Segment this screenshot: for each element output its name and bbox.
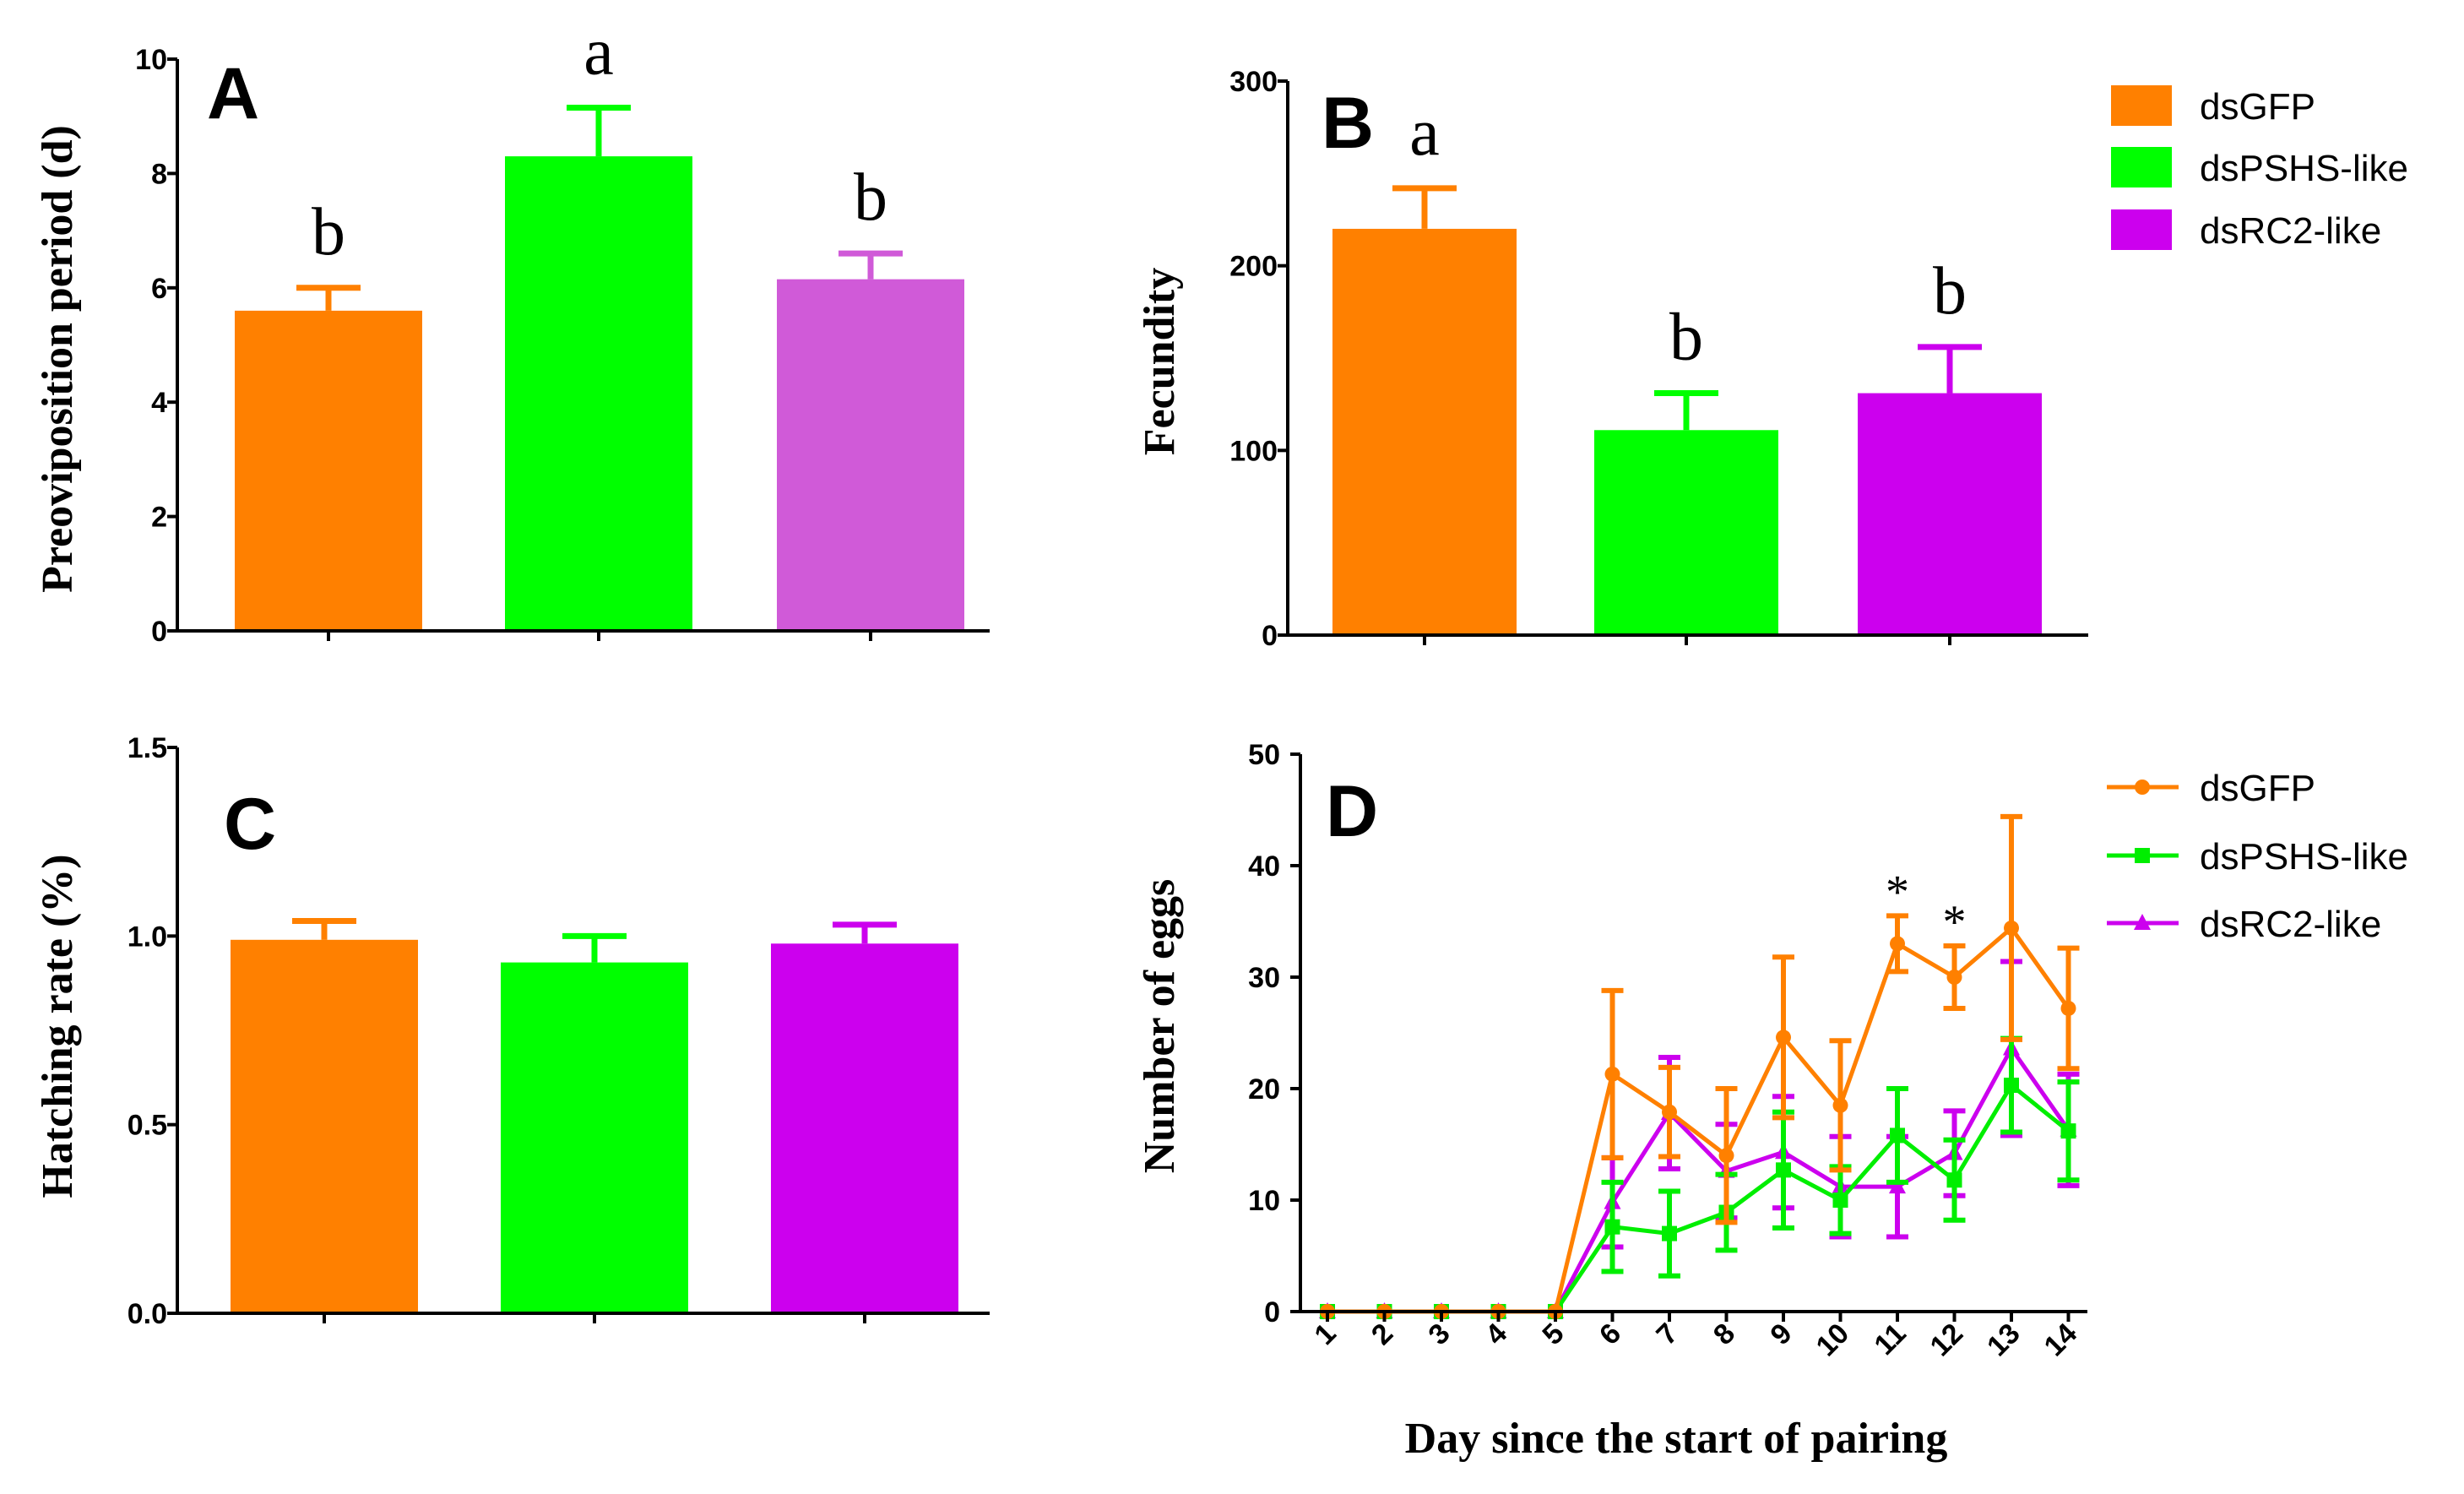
x-tick-label: 8 <box>1707 1317 1741 1351</box>
x-tick-label: 2 <box>1365 1317 1399 1351</box>
x-tick-label: 12 <box>1924 1317 1970 1363</box>
bar-dspshs-like <box>1594 430 1778 635</box>
significance-letter: b <box>854 160 887 235</box>
legend-label: dsGFP <box>2200 86 2315 128</box>
y-tick-label: 30 <box>1248 962 1280 994</box>
legend-label: dsPSHS-like <box>2200 836 2408 877</box>
x-tick-label: 1 <box>1308 1317 1342 1351</box>
point-dspshs-like <box>1890 1127 1905 1144</box>
y-tick-label: 100 <box>1229 435 1278 467</box>
panel-b-ylabel: Fecundity <box>1136 268 1184 455</box>
significance-letter: b <box>312 195 345 269</box>
panel-a-label: A <box>207 53 259 134</box>
legend-marker-dsrc2-like <box>2134 914 2151 930</box>
point-dspshs-like <box>1662 1225 1677 1241</box>
y-tick-label: 10 <box>135 44 167 76</box>
bar-dspshs-like <box>505 156 692 632</box>
point-dspshs-like <box>1946 1172 1962 1188</box>
bar-dsgfp <box>231 939 418 1313</box>
y-tick-label: 8 <box>151 158 167 190</box>
x-tick-label: 7 <box>1650 1317 1684 1351</box>
legend-label: dsRC2-like <box>2200 904 2381 945</box>
point-dsgfp <box>1776 1030 1791 1046</box>
legend-label: dsGFP <box>2200 768 2315 809</box>
panel-d-ylabel: Number of eggs <box>1136 879 1184 1174</box>
bar-dsrc2-like <box>777 279 964 631</box>
x-tick-label: 9 <box>1764 1317 1798 1351</box>
y-tick-label: 300 <box>1229 66 1278 98</box>
panel-b-label: B <box>1322 83 1374 164</box>
panel-a-ylabel: Preoviposition period (d) <box>34 125 82 593</box>
legend-swatch-dsgfp <box>2111 85 2172 126</box>
panel-c-ylabel: Hatching rate (%) <box>34 854 82 1198</box>
x-tick-label: 11 <box>1868 1317 1912 1361</box>
y-tick-label: 4 <box>151 387 167 419</box>
panel-d: D Number of eggs Day since the start of … <box>1136 739 2408 1463</box>
bar-dsrc2-like <box>1858 393 2042 635</box>
panel-d-label: D <box>1326 771 1378 852</box>
x-tick-label: 4 <box>1479 1317 1513 1351</box>
x-tick-label: 13 <box>1981 1317 2027 1363</box>
panel-a: A Preoviposition period (d) b a b 0 2 4 6 8 10 <box>34 15 990 648</box>
point-dspshs-like <box>1776 1162 1791 1178</box>
point-dsgfp <box>1832 1097 1848 1113</box>
x-tick-label: 6 <box>1593 1317 1627 1351</box>
significance-asterisk: * <box>1943 896 1967 948</box>
significance-letter: b <box>1933 254 1967 329</box>
point-dspshs-like <box>1832 1192 1848 1208</box>
y-tick-label: 0.0 <box>128 1298 167 1330</box>
legend-b: dsGFP dsPSHS-like dsRC2-like <box>2111 85 2408 252</box>
series-line-dsgfp <box>1327 925 2071 1314</box>
legend-marker-dspshs-like <box>2135 848 2150 863</box>
legend-d: dsGFP dsPSHS-like dsRC2-like <box>2107 768 2408 945</box>
y-tick-label: 0 <box>1262 620 1278 652</box>
x-tick-label: 3 <box>1422 1317 1456 1351</box>
significance-letter: a <box>583 15 614 90</box>
y-tick-label: 1.5 <box>128 732 167 764</box>
x-tick-label: 10 <box>1810 1317 1856 1363</box>
panel-d-xlabel: Day since the start of pairing <box>1405 1415 1948 1463</box>
y-tick-label: 6 <box>151 273 167 305</box>
y-tick-label: 1.0 <box>128 921 167 953</box>
y-tick-label: 0 <box>1264 1296 1280 1328</box>
y-tick-label: 2 <box>151 502 167 534</box>
point-dsgfp <box>1604 1066 1620 1082</box>
y-tick-label: 200 <box>1229 251 1278 283</box>
point-dspshs-like <box>1604 1219 1620 1235</box>
y-tick-label: 20 <box>1248 1073 1280 1106</box>
point-dspshs-like <box>2004 1078 2019 1094</box>
point-dsgfp <box>2060 1000 2076 1016</box>
legend-label: dsPSHS-like <box>2200 148 2408 189</box>
legend-marker-dsgfp <box>2135 780 2150 795</box>
y-tick-label: 10 <box>1248 1185 1280 1217</box>
point-dsgfp <box>1662 1104 1677 1120</box>
point-dsgfp <box>1946 970 1962 985</box>
significance-letter: b <box>1669 301 1703 375</box>
legend-label: dsRC2-like <box>2200 210 2381 252</box>
x-tick-label: 5 <box>1536 1317 1570 1351</box>
bar-dsrc2-like <box>771 943 958 1313</box>
point-dspshs-like <box>2060 1123 2076 1139</box>
bar-dsgfp <box>1332 228 1517 635</box>
y-tick-label: 0 <box>151 616 167 648</box>
series-line-dspshs-like <box>1327 1082 2071 1314</box>
bar-dsgfp <box>235 310 422 631</box>
point-dsgfp <box>2004 920 2019 936</box>
panel-c-label: C <box>224 784 276 865</box>
point-dsgfp <box>1718 1148 1734 1164</box>
bar-dspshs-like <box>501 962 688 1313</box>
y-tick-label: 0.5 <box>128 1110 167 1142</box>
panel-c: C Hatching rate (%) 0.0 0.5 1.0 1.5 <box>34 732 990 1330</box>
y-tick-label: 40 <box>1248 850 1280 883</box>
significance-letter: a <box>1409 95 1440 170</box>
significance-asterisk: * <box>1886 866 1909 918</box>
legend-swatch-dspshs-like <box>2111 147 2172 187</box>
legend-swatch-dsrc2-like <box>2111 209 2172 250</box>
panel-b: B Fecundity dsGFP dsPSHS-like dsRC2-like a… <box>1136 66 2408 652</box>
x-tick-label: 14 <box>2038 1317 2084 1363</box>
point-dsgfp <box>1890 936 1905 952</box>
y-tick-label: 50 <box>1248 739 1280 771</box>
point-dsrc2-like <box>1889 1177 1906 1194</box>
